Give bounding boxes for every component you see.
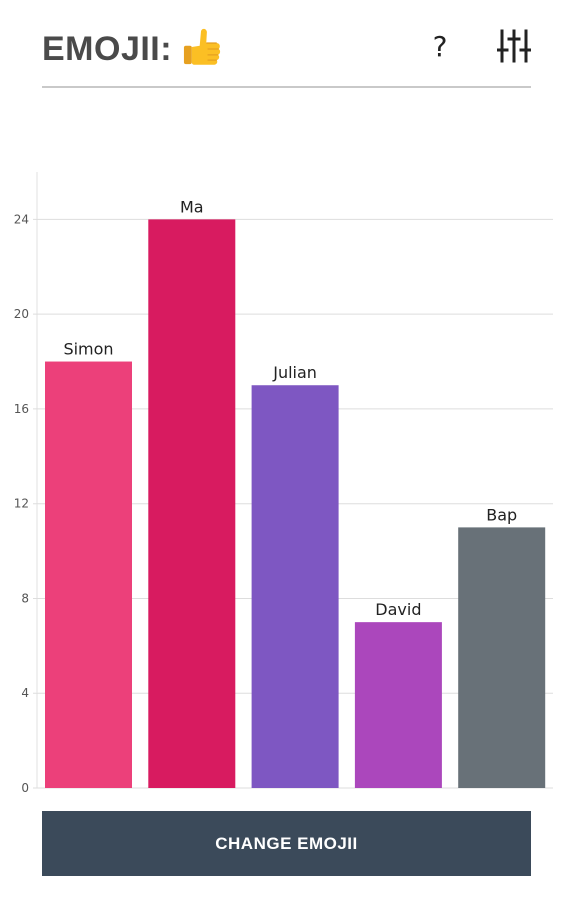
bar-label: Julian: [272, 363, 317, 382]
y-tick-label: 16: [14, 402, 29, 416]
title-group: EMOJII:: [42, 26, 222, 72]
help-button[interactable]: ?: [432, 30, 448, 63]
y-tick-label: 20: [14, 307, 29, 321]
y-tick-label: 4: [21, 686, 29, 700]
bar-label: Simon: [63, 340, 113, 359]
app-header: EMOJII: ?: [42, 20, 533, 88]
bar-label: Ma: [180, 197, 204, 216]
bar-simon: [45, 361, 132, 788]
y-tick-label: 24: [14, 212, 29, 226]
chart-canvas: 0 4 8 12 16 20 24 Simon Ma Julian David Bap: [14, 172, 553, 795]
bar-julian: [251, 385, 339, 788]
bar-label: Bap: [486, 505, 517, 524]
change-emoji-button[interactable]: CHANGE EMOJII: [42, 811, 531, 876]
page-title: EMOJII:: [42, 29, 173, 68]
sliders-icon: [495, 29, 533, 63]
settings-button[interactable]: [495, 28, 533, 64]
y-tick-label: 0: [21, 781, 29, 795]
y-tick-label: 8: [21, 591, 29, 605]
y-tick-label: 12: [14, 497, 29, 511]
bar-david: [354, 622, 442, 788]
bar-label: David: [375, 600, 421, 619]
bar-chart: 0 4 8 12 16 20 24 Simon Ma Julian David Bap: [0, 160, 573, 810]
thumbs-up-icon: [180, 26, 222, 72]
bar-ma: [148, 219, 236, 788]
bar-bap: [458, 527, 546, 788]
